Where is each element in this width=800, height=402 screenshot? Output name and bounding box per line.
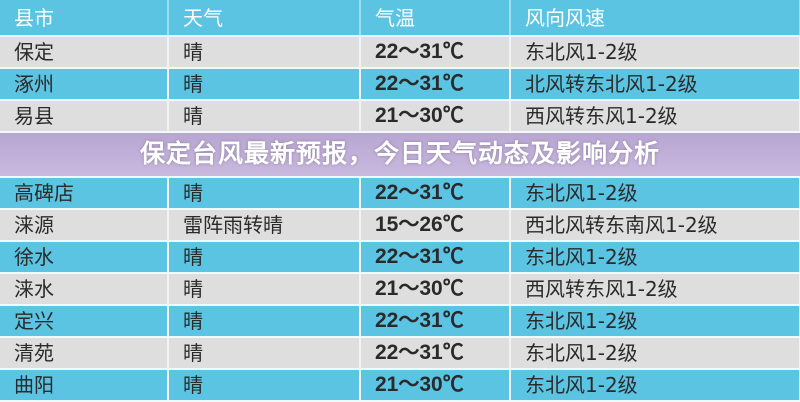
header-wind: 风向风速 [510,0,800,37]
cell-temperature: 21～30℃ [360,369,511,402]
cell-temperature: 21～30℃ [360,100,511,133]
cell-temperature: 22～31℃ [360,305,511,338]
cell-county: 保定 [0,36,169,69]
table-row: 曲阳晴 21～30℃ 东北风1-2级 [0,369,800,402]
table-row: 定兴晴 22～31℃ 东北风1-2级 [0,305,800,338]
cell-wind: 东北风1-2级 [510,305,800,338]
cell-county: 高碑店 [0,177,169,210]
cell-weather: 晴 [168,337,361,370]
cell-temperature: 21～30℃ [360,273,511,306]
table-row: 涞水晴 21～30℃ 西风转东风1-2级 [0,273,800,306]
table-row: 清苑晴 22～31℃ 东北风1-2级 [0,337,800,370]
title-banner: 保定台风最新预报，今日天气动态及影响分析 [0,132,800,178]
cell-wind: 东北风1-2级 [510,337,800,370]
cell-county: 涿州 [0,68,169,101]
cell-weather: 晴 [168,305,361,338]
cell-county: 徐水 [0,241,169,274]
header-county: 县市 [0,0,169,37]
table-row: 保定晴 22～31℃ 东北风1-2级 [0,36,800,69]
table-row: 高碑店晴 22～31℃ 东北风1-2级 [0,177,800,210]
cell-weather: 晴 [168,68,361,101]
cell-temperature: 22～31℃ [360,337,511,370]
cell-temperature: 22～31℃ [360,68,511,101]
cell-wind: 北风转东北风1-2级 [510,68,800,101]
cell-wind: 东北风1-2级 [510,369,800,402]
cell-weather: 雷阵雨转晴 [168,209,361,242]
cell-weather: 晴 [168,100,361,133]
cell-wind: 东北风1-2级 [510,36,800,69]
header-weather: 天气 [168,0,361,37]
cell-county: 清苑 [0,337,169,370]
table-row: 易县晴 21～30℃ 西风转东风1-2级 [0,100,800,133]
cell-wind: 东北风1-2级 [510,241,800,274]
table-row: 涞源 雷阵雨转晴 15～26℃ 西北风转东南风1-2级 [0,209,800,242]
cell-weather: 晴 [168,241,361,274]
cell-wind: 西北风转东南风1-2级 [510,209,800,242]
cell-county: 涞源 [0,209,169,242]
cell-weather: 晴 [168,369,361,402]
cell-weather: 晴 [168,273,361,306]
banner-title: 保定台风最新预报，今日天气动态及影响分析 [139,139,660,168]
cell-temperature: 22～31℃ [360,241,511,274]
cell-county: 涞水 [0,273,169,306]
cell-wind: 西风转东风1-2级 [510,100,800,133]
cell-county: 易县 [0,100,169,133]
cell-temperature: 22～31℃ [360,36,511,69]
cell-temperature: 22～31℃ [360,177,511,210]
cell-county: 曲阳 [0,369,169,402]
cell-weather: 晴 [168,36,361,69]
cell-weather: 晴 [168,177,361,210]
header-temperature: 气温 [360,0,511,37]
cell-wind: 西风转东风1-2级 [510,273,800,306]
cell-county: 定兴 [0,305,169,338]
table-row: 徐水晴 22～31℃ 东北风1-2级 [0,241,800,274]
banner-cell: 保定台风最新预报，今日天气动态及影响分析 [0,132,800,178]
cell-temperature: 15～26℃ [360,209,511,242]
table-header-row: 县市 天气 气温 风向风速 [0,0,800,37]
cell-wind: 东北风1-2级 [510,177,800,210]
table-row: 涿州晴 22～31℃ 北风转东北风1-2级 [0,68,800,101]
